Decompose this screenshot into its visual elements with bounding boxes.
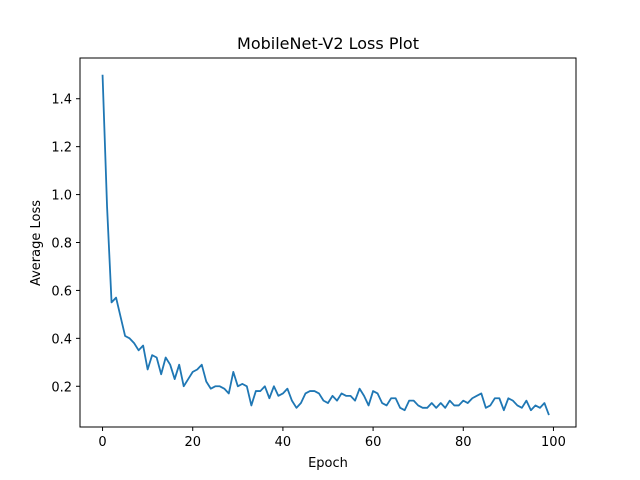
y-tick-label: 1.0 [51,189,72,204]
y-axis: 0.2 0.4 0.6 0.8 1.0 1.2 1.4 [51,93,80,395]
y-tick-label: 0.2 [51,380,72,395]
y-axis-label: Average Loss [29,200,44,286]
chart-title: MobileNet-V2 Loss Plot [237,34,419,53]
y-tick-label: 0.6 [51,284,72,299]
loss-series-line [101,74,550,416]
y-tick-label: 1.2 [51,141,72,156]
y-tick-label: 0.8 [51,237,72,252]
x-axis: 0 20 40 60 80 100 [98,427,566,450]
x-tick-label: 40 [275,435,292,450]
x-tick-label: 100 [541,435,566,450]
x-tick-label: 0 [98,435,106,450]
x-axis-label: Epoch [308,456,348,471]
y-tick-label: 0.4 [51,332,72,347]
x-tick-label: 20 [184,435,201,450]
y-tick-label: 1.4 [51,93,72,108]
x-tick-label: 60 [365,435,382,450]
x-tick-label: 80 [455,435,472,450]
